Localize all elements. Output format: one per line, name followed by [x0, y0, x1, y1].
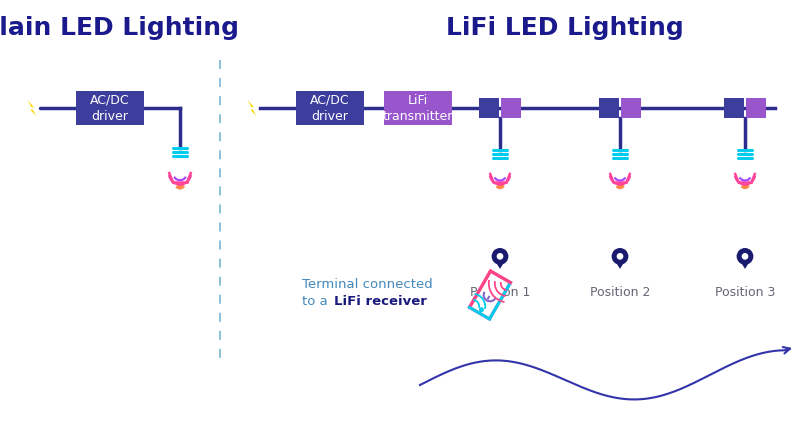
Text: to a: to a — [302, 295, 332, 308]
FancyBboxPatch shape — [724, 98, 744, 118]
Circle shape — [492, 248, 508, 265]
FancyBboxPatch shape — [501, 98, 521, 118]
Circle shape — [742, 253, 748, 260]
Text: LiFi receiver: LiFi receiver — [334, 295, 427, 308]
Polygon shape — [492, 256, 508, 269]
Text: Position 1: Position 1 — [470, 286, 530, 299]
Polygon shape — [247, 100, 257, 116]
Circle shape — [479, 307, 484, 312]
FancyBboxPatch shape — [746, 98, 766, 118]
Text: AC/DC
driver: AC/DC driver — [310, 93, 350, 122]
Text: Terminal connected: Terminal connected — [302, 278, 433, 291]
Text: Position 3: Position 3 — [715, 286, 775, 299]
FancyBboxPatch shape — [479, 98, 499, 118]
Text: Plain LED Lighting: Plain LED Lighting — [0, 16, 239, 40]
FancyBboxPatch shape — [296, 91, 364, 125]
FancyBboxPatch shape — [599, 98, 619, 118]
Circle shape — [737, 248, 754, 265]
Polygon shape — [27, 100, 37, 116]
FancyBboxPatch shape — [621, 98, 641, 118]
Circle shape — [612, 248, 628, 265]
Polygon shape — [470, 271, 510, 319]
FancyBboxPatch shape — [384, 91, 452, 125]
Polygon shape — [612, 256, 628, 269]
Circle shape — [617, 253, 623, 260]
Text: LiFi
transmitter: LiFi transmitter — [383, 93, 453, 122]
Text: Position 2: Position 2 — [590, 286, 650, 299]
Text: AC/DC
driver: AC/DC driver — [90, 93, 130, 122]
Polygon shape — [737, 256, 754, 269]
FancyBboxPatch shape — [76, 91, 144, 125]
Circle shape — [497, 253, 503, 260]
Text: LiFi LED Lighting: LiFi LED Lighting — [446, 16, 684, 40]
